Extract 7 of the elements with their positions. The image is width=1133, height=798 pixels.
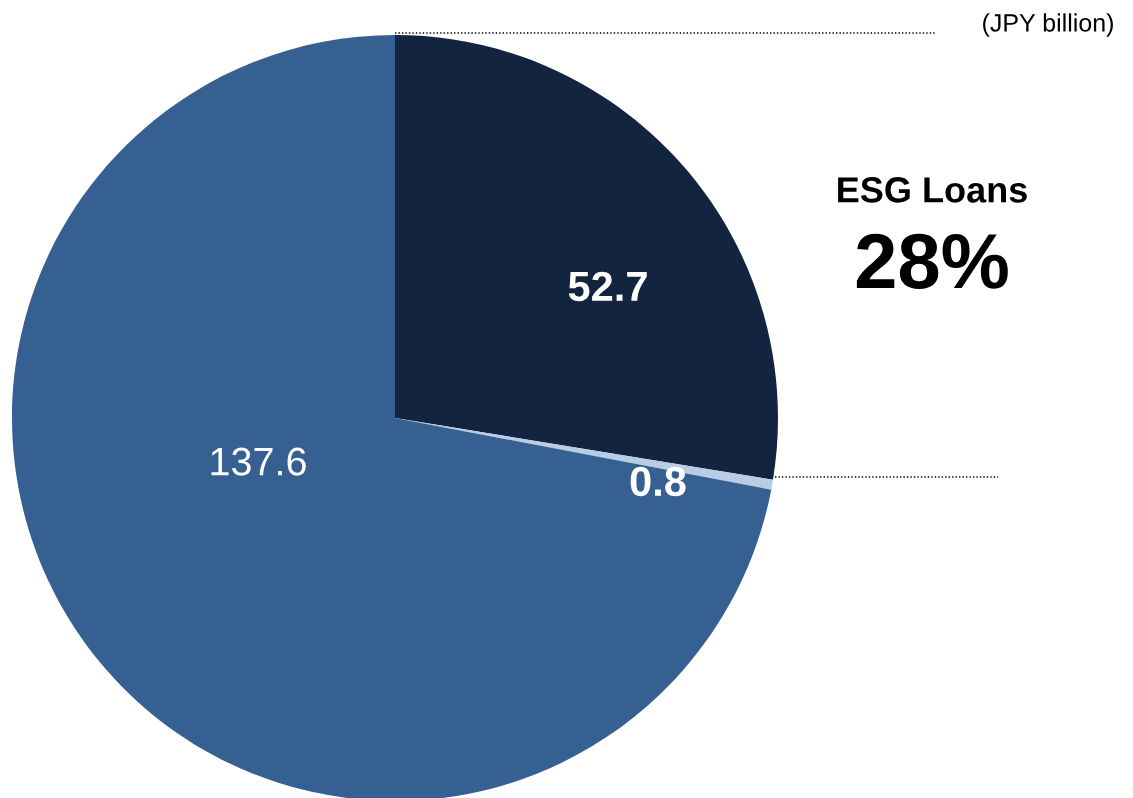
data-label: 0.8 [630, 466, 686, 497]
text: (JPY billion) [983, 13, 1113, 37]
text: ESG Loans [838, 177, 1027, 203]
data-label: 137.6 [211, 447, 306, 476]
pie-slice [12, 35, 772, 798]
data-label: 52.7 [568, 271, 647, 302]
text: 28% [856, 233, 1008, 289]
